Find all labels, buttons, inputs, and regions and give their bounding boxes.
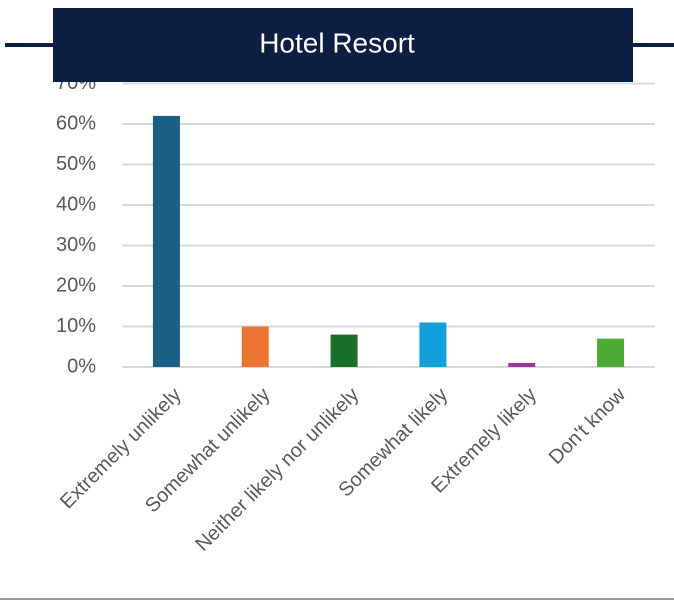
bar [508, 362, 536, 367]
bar [330, 334, 358, 367]
x-tick-label: Don't know [545, 383, 630, 468]
chart-title: Hotel Resort [259, 27, 415, 58]
bar [241, 326, 269, 367]
plot-area: 0%10%20%30%40%50%60%70%Extremely unlikel… [56, 72, 655, 556]
banner-box [53, 8, 633, 82]
x-tick-label: Neither likely nor unlikely [191, 384, 363, 556]
y-tick-label: 20% [56, 274, 96, 296]
bar [419, 322, 447, 367]
y-tick-label: 10% [56, 315, 96, 337]
y-tick-label: 0% [67, 355, 96, 377]
y-tick-label: 60% [56, 112, 96, 134]
bar [597, 338, 625, 367]
y-tick-label: 50% [56, 153, 96, 175]
bar [152, 115, 180, 368]
title-banner: Hotel Resort [5, 8, 674, 82]
y-tick-label: 30% [56, 234, 96, 256]
y-tick-label: 40% [56, 193, 96, 215]
